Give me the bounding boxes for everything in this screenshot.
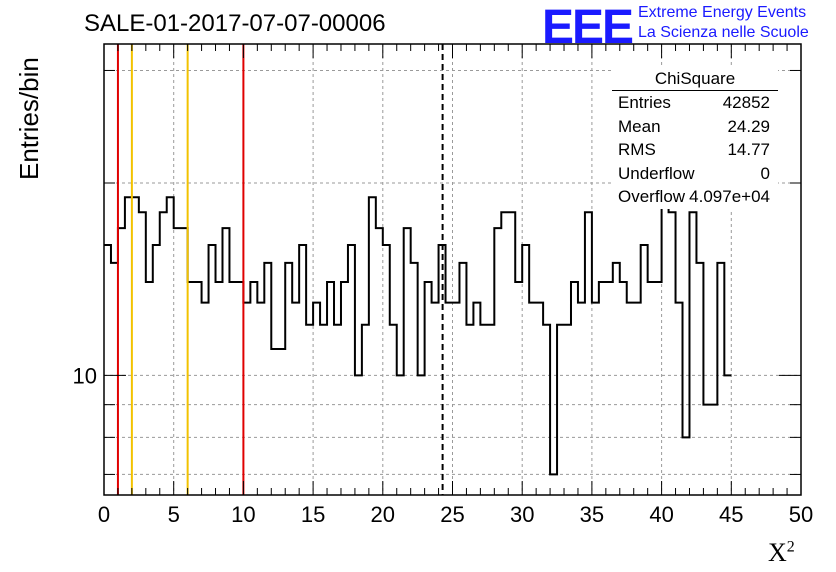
stats-value: 0 (760, 163, 770, 183)
x-tick-label: 35 (580, 502, 604, 527)
marker-lines (116, 44, 444, 495)
x-tick-label: 10 (231, 502, 255, 527)
eee-logo: EEE (542, 1, 634, 54)
stats-label: Mean (618, 116, 661, 136)
y-axis-label: Entries/bin (14, 57, 44, 180)
axis-ticks (103, 44, 802, 495)
x-tick-label: 20 (371, 502, 395, 527)
logo-line-1: Extreme Energy Events (638, 4, 807, 21)
x-axis-label: X2 (768, 538, 795, 568)
x-tick-label: 30 (510, 502, 534, 527)
y-tick-label: 10 (73, 363, 97, 388)
grid (104, 44, 801, 495)
stats-row-overflow: Overflow 4.097e+04 (612, 185, 778, 209)
stats-label: Entries (618, 93, 671, 112)
stats-value: 14.77 (727, 140, 770, 159)
stats-row-rms: RMS 14.77 (612, 138, 778, 162)
x-tick-labels: 0 5 10 15 20 25 30 35 40 45 50 (98, 502, 813, 527)
stats-value: 4.097e+04 (689, 187, 770, 206)
stats-label: Overflow (618, 187, 686, 206)
logo-line-2: La Scienza nelle Scuole (638, 24, 809, 41)
stats-box: ChiSquare Entries 42852 Mean 24.29 RMS 14.7… (612, 68, 778, 209)
chart-title: SALE-01-2017-07-07-00006 (84, 10, 386, 37)
stats-row-underflow: Underflow 0 (612, 162, 778, 186)
x-tick-label: 0 (98, 502, 110, 527)
stats-label: Underflow (618, 163, 695, 183)
stats-row-entries: Entries 42852 (612, 91, 778, 115)
histogram-series (104, 196, 732, 476)
x-axis-label-superscript: 2 (786, 538, 795, 556)
histogram-line (104, 196, 732, 476)
stats-value: 24.29 (727, 116, 770, 136)
stats-value: 42852 (722, 93, 770, 112)
stats-label: RMS (618, 140, 656, 159)
stats-row-mean: Mean 24.29 (612, 115, 778, 139)
stats-title: ChiSquare (612, 68, 778, 91)
x-tick-label: 45 (719, 502, 743, 527)
x-tick-label: 5 (168, 502, 180, 527)
x-axis-label-base: X (768, 538, 787, 567)
x-tick-label: 15 (301, 502, 325, 527)
x-tick-label: 40 (649, 502, 673, 527)
x-tick-label: 25 (440, 502, 464, 527)
x-tick-label: 50 (789, 502, 813, 527)
y-tick-labels: 10 (73, 363, 97, 388)
